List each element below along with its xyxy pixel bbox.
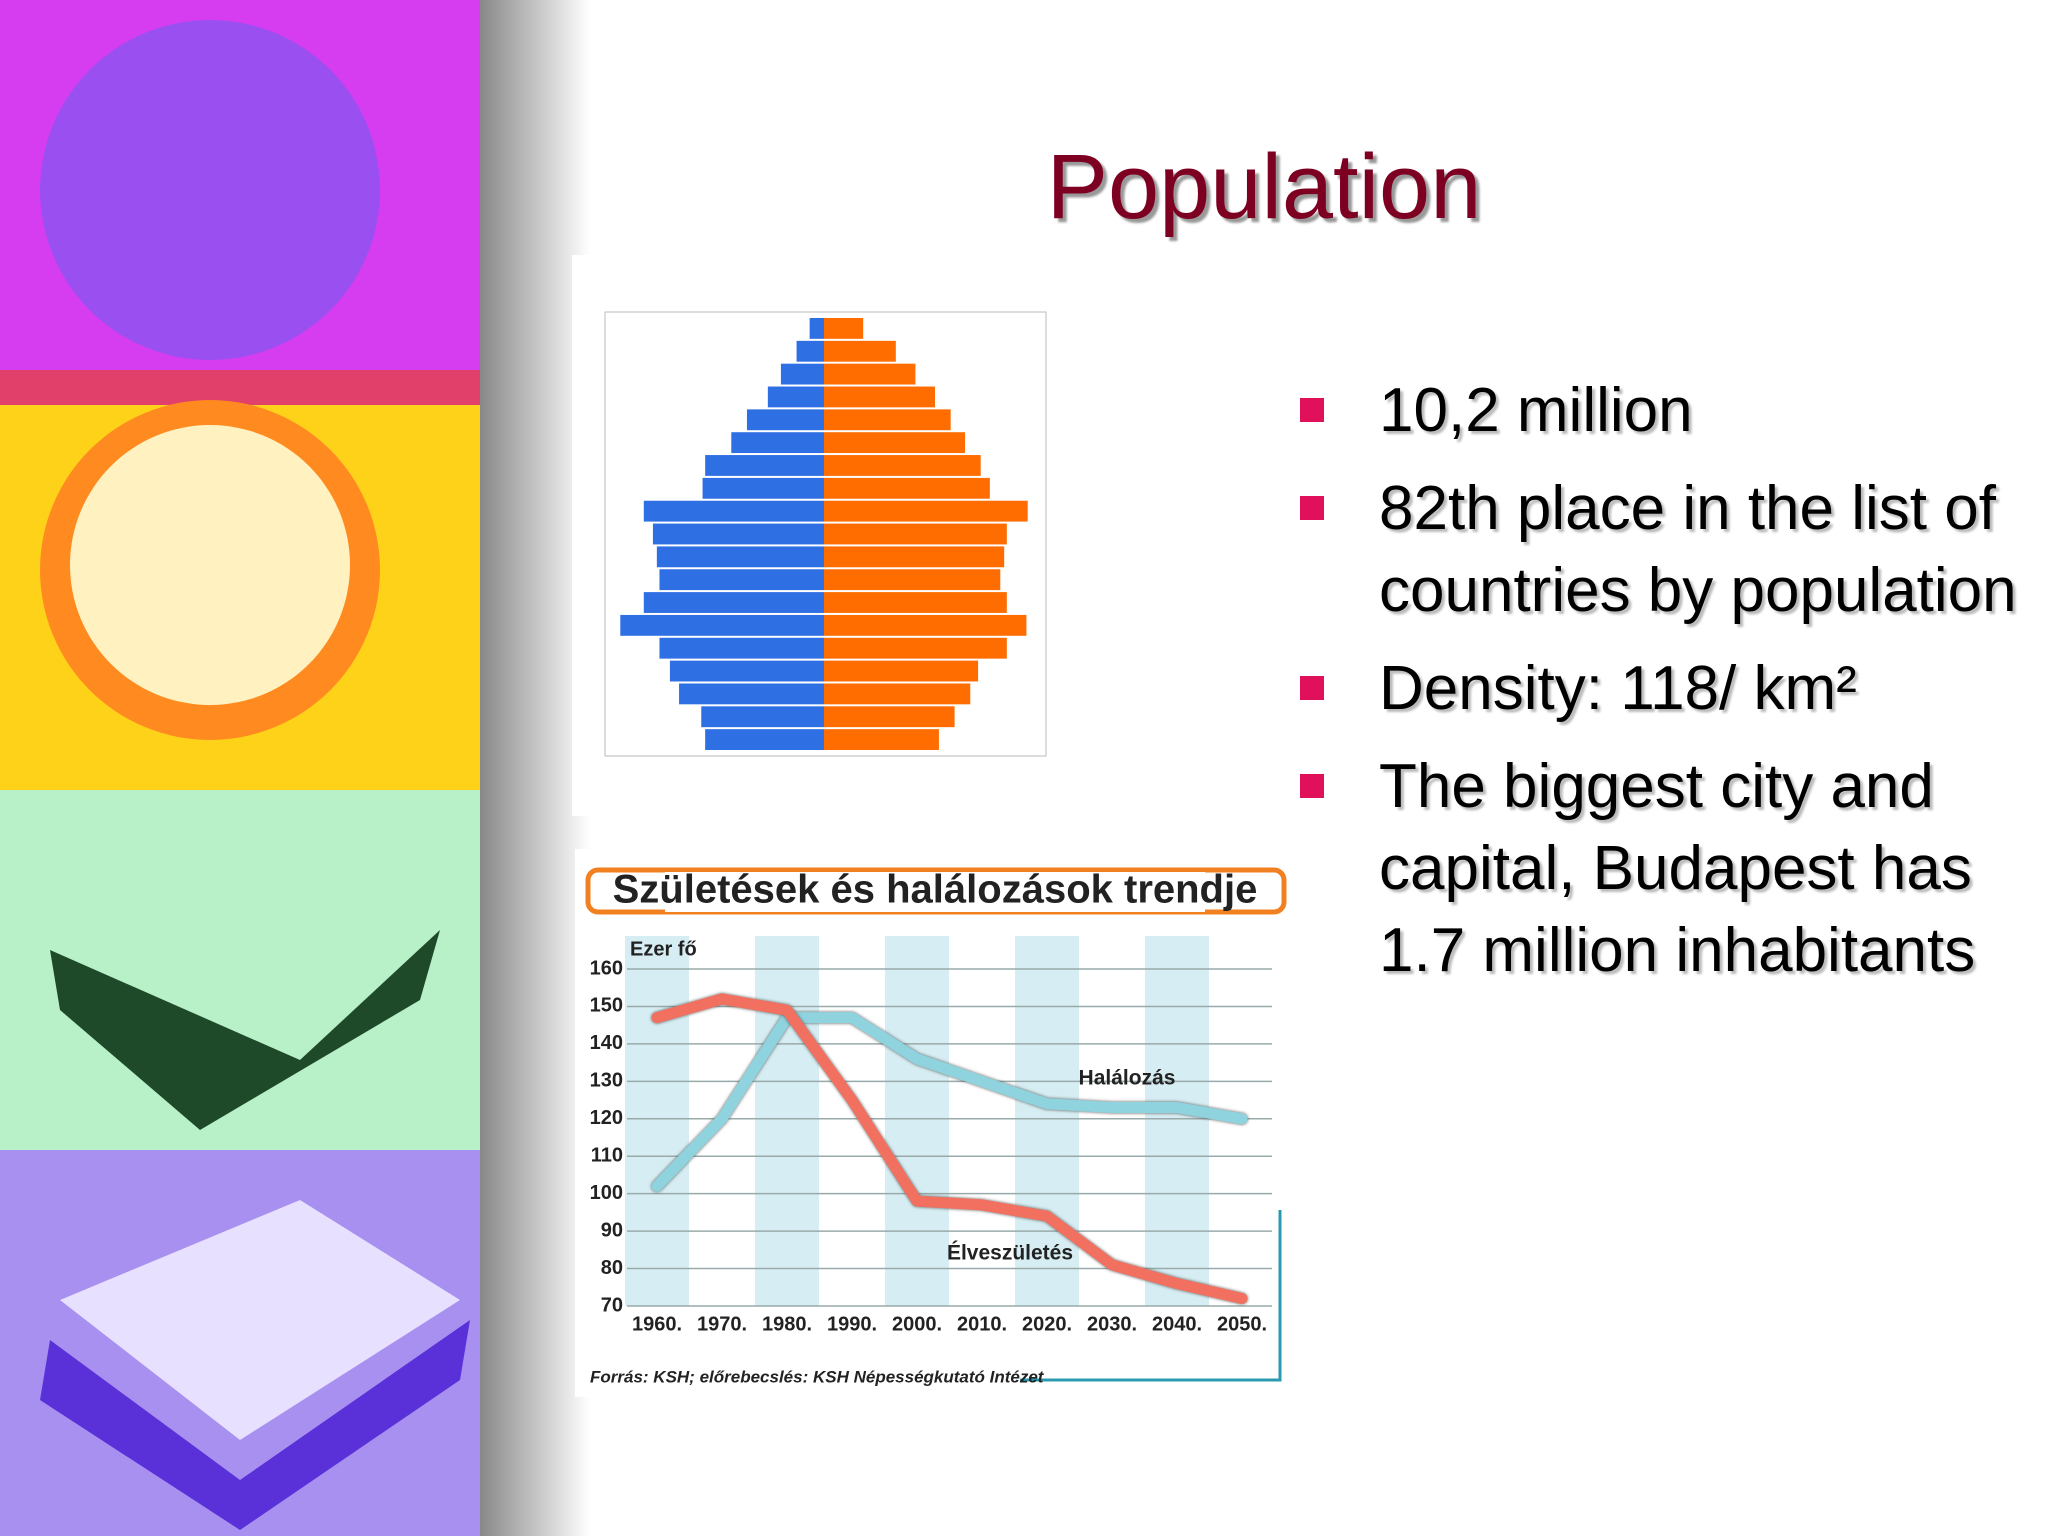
panel-band [0, 370, 480, 405]
pyramid-bar [824, 660, 979, 682]
pyramid-bar [796, 340, 824, 362]
bullet: 82th place in the list of countries by p… [1300, 468, 2020, 632]
x-tick-label: 2040. [1152, 1313, 1202, 1335]
column-band [755, 936, 819, 1306]
column-band [1145, 936, 1209, 1306]
pyramid-bar [701, 706, 824, 728]
pyramid-frame [604, 311, 1047, 757]
pyramid-bar [824, 523, 1007, 545]
chart-title: Születések és halálozások trendje [613, 868, 1258, 912]
y-axis-label: Ezer fő [630, 938, 697, 960]
y-tick-label: 110 [591, 1145, 623, 1167]
pyramid-bar [824, 569, 1001, 591]
pyramid-bar [731, 432, 824, 454]
pyramid-bar [824, 318, 864, 339]
pyramid-bar [824, 409, 951, 431]
bullet-text: 10,2 million [1379, 376, 1693, 445]
x-tick-label: 2020. [1022, 1313, 1072, 1335]
bullet-text: 82th place in the list of countries by p… [1379, 474, 2017, 625]
pyramid-bar [780, 363, 824, 385]
pyramid-bar [824, 363, 916, 385]
clock [40, 20, 380, 360]
y-tick-label: 120 [590, 1107, 623, 1129]
pyramid-bar [669, 660, 824, 682]
pyramid-bar [824, 500, 1028, 522]
papers [60, 1200, 460, 1440]
pyramid-bar [824, 432, 966, 454]
x-tick-label: 1980. [762, 1313, 812, 1335]
pyramid-bar [824, 729, 939, 750]
pyramid-bar [824, 706, 955, 728]
column-band [1015, 936, 1079, 1306]
bullet-text: Density: 118/ km² [1379, 654, 1857, 723]
pyramid-bar [705, 455, 824, 476]
pyramid-bar [679, 683, 824, 705]
bullet-text: The biggest city and capital, Budapest h… [1379, 752, 1976, 985]
bullet-marker [1300, 774, 1324, 798]
pyramid-bar [824, 683, 971, 705]
x-tick-label: 2050. [1217, 1313, 1267, 1335]
column-band [885, 936, 949, 1306]
pyramid-bar [746, 409, 824, 431]
title-backing [665, 872, 1205, 912]
column-band [625, 936, 689, 1306]
pyramid-bar [824, 546, 1005, 568]
pyramid-bar [643, 500, 824, 522]
x-tick-label: 2010. [957, 1313, 1007, 1335]
pyramid-chart [620, 318, 1028, 750]
y-tick-label: 70 [601, 1294, 623, 1316]
pyramid-bar [705, 729, 824, 750]
pyramid-bar [824, 386, 935, 408]
pyramid-bar [659, 569, 824, 591]
papers [40, 1320, 470, 1530]
y-tick-label: 160 [590, 957, 623, 979]
pyramid-bar [767, 386, 824, 408]
x-tick-label: 1960. [632, 1313, 682, 1335]
y-tick-label: 80 [601, 1257, 623, 1279]
series-line [651, 993, 1248, 1305]
bullet: 10,2 million [1300, 370, 2020, 452]
bullet-marker [1300, 496, 1324, 520]
series-line [651, 1012, 1248, 1192]
pyramid-bar [656, 546, 824, 568]
slide-title: Population [1046, 136, 1482, 238]
y-tick-label: 140 [590, 1032, 623, 1054]
pyramid-bar [824, 477, 990, 499]
pyramid-bar [824, 614, 1027, 636]
pyramid-bar [824, 455, 981, 476]
series-label: Halálozás [1079, 1067, 1176, 1090]
shadow-strip [480, 0, 590, 1536]
pyramid-bar [824, 637, 1007, 659]
x-tick-label: 2000. [892, 1313, 942, 1335]
bullet: Density: 118/ km² [1300, 648, 2020, 730]
pyramid-bar [659, 637, 824, 659]
pyramid-bar [824, 592, 1007, 613]
source-note: Forrás: KSH; előrebecslés: KSH Népességk… [590, 1367, 1045, 1386]
pyramid-bar [620, 614, 824, 636]
pyramid-bar [652, 523, 824, 545]
bullet-marker [1300, 398, 1324, 422]
x-tick-label: 1990. [827, 1313, 877, 1335]
books [50, 930, 440, 1130]
clock-face [70, 425, 350, 705]
bullet: The biggest city and capital, Budapest h… [1300, 746, 2020, 992]
pyramid-bar [702, 477, 824, 499]
pyramid-bar [809, 318, 824, 339]
bullet-marker [1300, 676, 1324, 700]
y-tick-label: 150 [590, 995, 623, 1017]
y-tick-label: 100 [590, 1182, 623, 1204]
line-chart: 70 80 90 100 110 120 130 140 150 160 Ezer fő 1960. 1… [590, 936, 1272, 1386]
bullet-list: 10,2 million 82th place in the list of c… [1300, 370, 2020, 1008]
x-tick-label: 2030. [1087, 1313, 1137, 1335]
corner-line [1020, 1210, 1282, 1382]
pyramid-bar [643, 592, 824, 613]
y-tick-label: 130 [590, 1070, 623, 1092]
series-label: Élveszületés [947, 1242, 1073, 1265]
x-tick-label: 1970. [697, 1313, 747, 1335]
y-tick-label: 90 [601, 1219, 623, 1241]
pyramid-bar [824, 340, 896, 362]
